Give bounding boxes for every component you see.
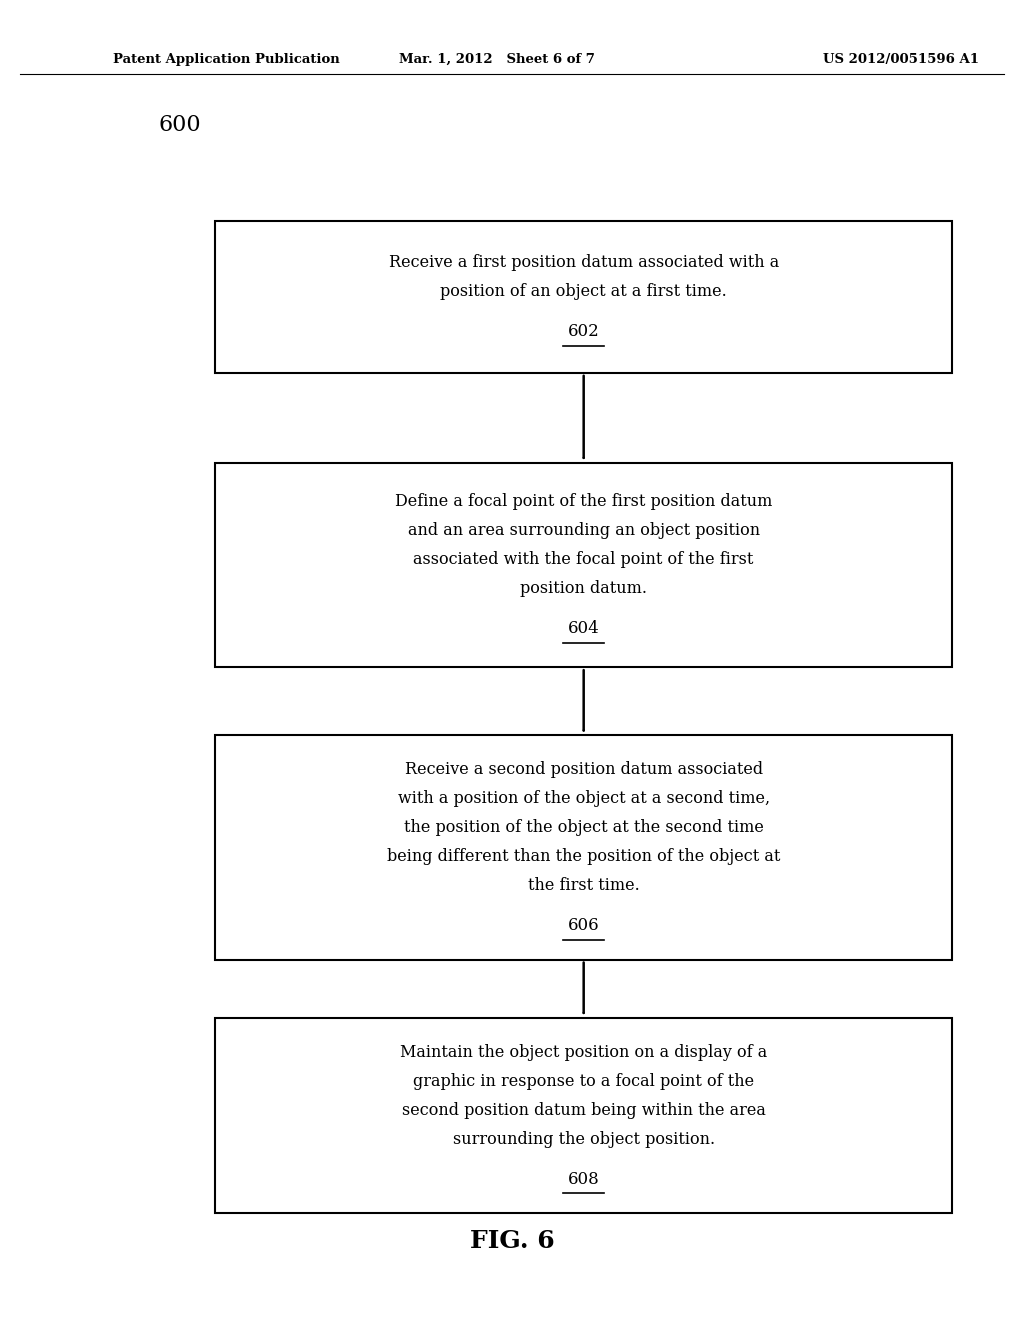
Text: position datum.: position datum. <box>520 581 647 597</box>
Text: 606: 606 <box>568 917 599 935</box>
Bar <box>215 1018 952 1213</box>
Text: Define a focal point of the first position datum: Define a focal point of the first positi… <box>395 494 772 510</box>
Text: Mar. 1, 2012   Sheet 6 of 7: Mar. 1, 2012 Sheet 6 of 7 <box>398 53 595 66</box>
Text: 608: 608 <box>567 1171 600 1188</box>
Text: Receive a second position datum associated: Receive a second position datum associat… <box>404 762 763 777</box>
Text: being different than the position of the object at: being different than the position of the… <box>387 849 780 865</box>
Bar <box>215 735 952 960</box>
Text: US 2012/0051596 A1: US 2012/0051596 A1 <box>823 53 979 66</box>
Text: FIG. 6: FIG. 6 <box>470 1229 554 1253</box>
Text: the position of the object at the second time: the position of the object at the second… <box>403 820 764 836</box>
Text: and an area surrounding an object position: and an area surrounding an object positi… <box>408 523 760 539</box>
Bar <box>215 220 952 372</box>
Text: the first time.: the first time. <box>527 878 640 894</box>
Text: associated with the focal point of the first: associated with the focal point of the f… <box>414 552 754 568</box>
Text: graphic in response to a focal point of the: graphic in response to a focal point of … <box>413 1073 755 1089</box>
Text: second position datum being within the area: second position datum being within the a… <box>401 1102 766 1118</box>
Bar <box>215 463 952 668</box>
Text: Patent Application Publication: Patent Application Publication <box>113 53 339 66</box>
Text: position of an object at a first time.: position of an object at a first time. <box>440 284 727 300</box>
Text: 600: 600 <box>159 115 202 136</box>
Text: 604: 604 <box>567 620 600 638</box>
Text: 602: 602 <box>567 323 600 341</box>
Text: Maintain the object position on a display of a: Maintain the object position on a displa… <box>400 1044 767 1060</box>
Text: surrounding the object position.: surrounding the object position. <box>453 1131 715 1147</box>
Text: with a position of the object at a second time,: with a position of the object at a secon… <box>397 791 770 807</box>
Text: Receive a first position datum associated with a: Receive a first position datum associate… <box>388 255 779 271</box>
